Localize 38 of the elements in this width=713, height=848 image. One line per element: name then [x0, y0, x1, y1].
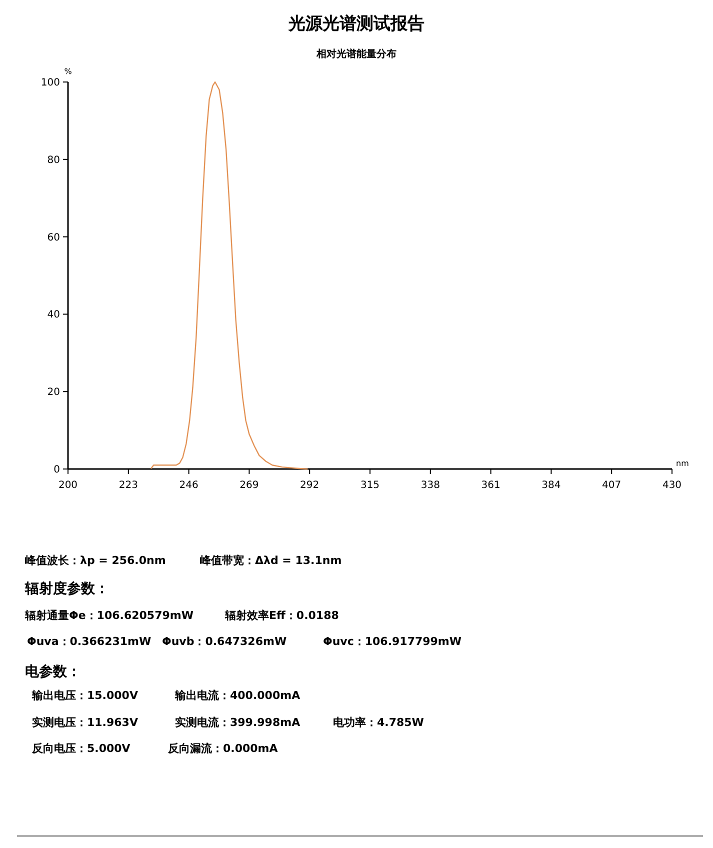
y-tick-label: 20	[47, 387, 60, 398]
y-tick-label: 40	[47, 310, 60, 321]
text: 反向漏流：0.000mA	[167, 742, 278, 755]
chart-subtitle: 相对光谱能量分布	[316, 48, 396, 60]
y-tick-label: 0	[54, 464, 60, 476]
text: 实测电流：399.998mA	[175, 716, 301, 729]
text: 辐射度参数：	[24, 580, 109, 597]
x-tick-label: 407	[602, 480, 622, 491]
x-tick-label: 200	[58, 480, 78, 491]
text: Φuvb：0.647326mW	[162, 635, 287, 648]
x-axis-title: nm	[676, 459, 690, 468]
y-tick-label: 100	[40, 78, 60, 88]
text: 峰值带宽：Δλd = 13.1nm	[200, 554, 342, 567]
text: 实测电压：11.963V	[32, 716, 138, 729]
line-series	[150, 81, 308, 470]
y-axis-title: %	[64, 67, 72, 76]
text: 电功率：4.785W	[333, 716, 424, 729]
x-tick-label: 223	[118, 480, 138, 491]
text: 辐射通量Φe：106.620579mW	[24, 609, 194, 622]
x-tick-label: 338	[420, 480, 440, 491]
text: 输出电流：400.000mA	[174, 689, 301, 702]
x-tick-label: 292	[300, 480, 320, 491]
text: Φuvc：106.917799mW	[323, 635, 462, 648]
y-tick-label: 60	[47, 232, 60, 244]
text: 辐射效率Eff：0.0188	[224, 609, 339, 622]
text: Φuva：0.366231mW	[27, 635, 152, 648]
text: 电参数：	[25, 663, 81, 680]
text: 峰值波长：λp = 256.0nm	[25, 554, 166, 567]
x-tick-label: 361	[481, 480, 500, 491]
x-tick-label: 269	[240, 480, 259, 491]
x-tick-label: 384	[542, 480, 561, 491]
y-tick-label: 80	[47, 154, 60, 166]
chart-title: 光源光谱测试报告	[288, 14, 424, 34]
x-tick-label: 246	[179, 480, 198, 491]
x-tick-label: 430	[662, 480, 682, 491]
text: 输出电压：15.000V	[31, 689, 138, 702]
text: 反向电压：5.000V	[31, 742, 131, 755]
x-tick-label: 315	[360, 480, 380, 491]
